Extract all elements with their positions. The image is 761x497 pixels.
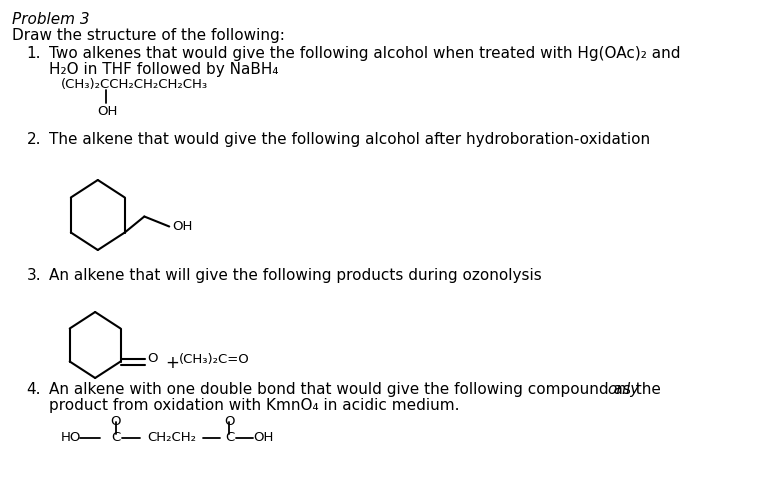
Text: 2.: 2. <box>27 132 41 147</box>
Text: O: O <box>110 415 121 428</box>
Text: An alkene with one double bond that would give the following compound as the: An alkene with one double bond that woul… <box>49 382 666 397</box>
Text: product from oxidation with KmnO₄ in acidic medium.: product from oxidation with KmnO₄ in aci… <box>49 398 460 413</box>
Text: HO: HO <box>60 431 81 444</box>
Text: OH: OH <box>172 221 193 234</box>
Text: 4.: 4. <box>27 382 41 397</box>
Text: O: O <box>224 415 234 428</box>
Text: 1.: 1. <box>27 46 41 61</box>
Text: CH₂CH₂: CH₂CH₂ <box>147 431 196 444</box>
Text: H₂O in THF followed by NaBH₄: H₂O in THF followed by NaBH₄ <box>49 62 279 77</box>
Text: (CH₃)₂C=O: (CH₃)₂C=O <box>180 353 250 366</box>
Text: 3.: 3. <box>27 268 41 283</box>
Text: C: C <box>224 431 234 444</box>
Text: Draw the structure of the following:: Draw the structure of the following: <box>11 28 285 43</box>
Text: OH: OH <box>97 105 117 118</box>
Text: +: + <box>165 353 179 371</box>
Text: only: only <box>607 382 639 397</box>
Text: Two alkenes that would give the following alcohol when treated with Hg(OAc)₂ and: Two alkenes that would give the followin… <box>49 46 680 61</box>
Text: OH: OH <box>253 431 274 444</box>
Text: C: C <box>111 431 120 444</box>
Text: (CH₃)₂CCH₂CH₂CH₂CH₃: (CH₃)₂CCH₂CH₂CH₂CH₃ <box>60 78 208 91</box>
Text: An alkene that will give the following products during ozonolysis: An alkene that will give the following p… <box>49 268 542 283</box>
Text: O: O <box>147 352 158 365</box>
Text: The alkene that would give the following alcohol after hydroboration-oxidation: The alkene that would give the following… <box>49 132 650 147</box>
Text: Problem 3: Problem 3 <box>11 12 89 27</box>
